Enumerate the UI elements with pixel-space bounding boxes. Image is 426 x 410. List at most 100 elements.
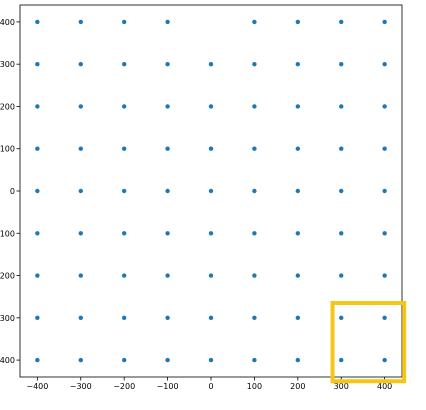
- annotations: [330, 301, 407, 384]
- x-tick-label: −300: [70, 382, 92, 391]
- data-point: [78, 188, 83, 194]
- data-point: [382, 61, 387, 67]
- data-point: [165, 357, 170, 363]
- data-point: [121, 146, 127, 151]
- data-point: [382, 231, 387, 236]
- y-tick-label: 400: [0, 18, 15, 27]
- data-point: [339, 188, 344, 194]
- data-point: [382, 315, 387, 321]
- data-point: [165, 146, 170, 151]
- x-tick-label: 300: [334, 382, 349, 391]
- y-tick-label: −200: [0, 272, 15, 281]
- data-point: [295, 357, 301, 363]
- data-point: [208, 61, 214, 67]
- x-tick-label: 100: [247, 382, 262, 391]
- data-point: [121, 188, 127, 194]
- data-point: [382, 357, 387, 363]
- data-point: [35, 357, 40, 363]
- data-point: [382, 19, 387, 25]
- data-point: [35, 315, 40, 321]
- data-point: [252, 188, 257, 194]
- data-point: [78, 146, 83, 151]
- data-point: [35, 188, 40, 194]
- data-point: [121, 104, 127, 109]
- data-point: [208, 146, 214, 151]
- data-point: [208, 357, 214, 363]
- data-point: [78, 19, 83, 25]
- data-point: [208, 104, 214, 109]
- data-point: [382, 104, 387, 109]
- data-point: [252, 231, 257, 236]
- data-point: [208, 188, 214, 194]
- y-tick-label: 100: [0, 145, 15, 154]
- data-point: [252, 315, 257, 321]
- data-point: [252, 273, 257, 278]
- x-tick-label: −200: [113, 382, 135, 391]
- data-point: [208, 315, 214, 321]
- y-tick-label: −400: [0, 356, 15, 365]
- data-point: [35, 146, 40, 151]
- data-point: [295, 104, 301, 109]
- data-point: [295, 19, 301, 25]
- data-point: [35, 273, 40, 278]
- data-point: [165, 188, 170, 194]
- x-axis: −400 −300 −200 −100 0 100 200 300 400: [26, 377, 392, 391]
- data-point: [252, 146, 257, 151]
- data-point: [208, 231, 214, 236]
- y-tick-label: −300: [0, 314, 15, 323]
- y-tick-label: −100: [0, 229, 15, 238]
- data-point: [165, 273, 170, 278]
- data-point: [78, 61, 83, 67]
- data-point: [339, 104, 344, 109]
- data-point: [252, 357, 257, 363]
- x-tick-label: 0: [208, 382, 213, 391]
- x-tick-label: −400: [26, 382, 48, 391]
- data-point: [295, 273, 301, 278]
- data-point: [121, 315, 127, 321]
- y-tick-label: 0: [10, 187, 15, 196]
- x-tick-label: −100: [157, 382, 179, 391]
- data-point: [252, 104, 257, 109]
- data-point: [121, 61, 127, 67]
- data-point: [121, 273, 127, 278]
- data-point: [295, 315, 301, 321]
- data-point: [339, 273, 344, 278]
- data-point: [165, 61, 170, 67]
- data-point: [35, 61, 40, 67]
- data-point: [339, 357, 344, 363]
- data-points: [35, 19, 387, 363]
- data-point: [295, 146, 301, 151]
- data-point: [295, 188, 301, 194]
- data-point: [252, 61, 257, 67]
- data-point: [78, 315, 83, 321]
- data-point: [35, 231, 40, 236]
- data-point: [382, 188, 387, 194]
- data-point: [339, 315, 344, 321]
- data-point: [165, 104, 170, 109]
- data-point: [339, 61, 344, 67]
- data-point: [208, 273, 214, 278]
- data-point: [121, 231, 127, 236]
- data-point: [121, 19, 127, 25]
- data-point: [35, 104, 40, 109]
- data-point: [121, 357, 127, 363]
- data-point: [165, 231, 170, 236]
- data-point: [78, 357, 83, 363]
- x-tick-label: 200: [290, 382, 305, 391]
- y-tick-label: 300: [0, 60, 15, 69]
- data-point: [78, 231, 83, 236]
- x-tick-label: 400: [377, 382, 392, 391]
- data-point: [252, 19, 257, 25]
- data-point: [78, 273, 83, 278]
- data-point: [165, 315, 170, 321]
- y-tick-label: 200: [0, 102, 15, 111]
- data-point: [339, 19, 344, 25]
- highlight-box: [330, 301, 407, 384]
- data-point: [78, 104, 83, 109]
- data-point: [382, 146, 387, 151]
- y-axis: −400 −300 −200 −100 0 100 200 300 400: [0, 18, 20, 365]
- data-point: [339, 146, 344, 151]
- data-point: [35, 19, 40, 25]
- data-point: [382, 273, 387, 278]
